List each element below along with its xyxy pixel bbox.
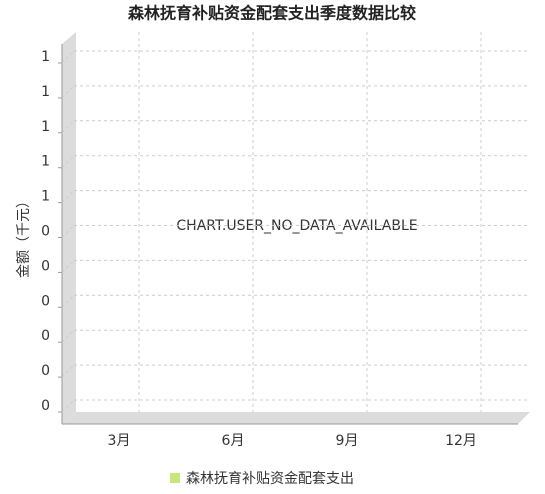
y-tick-label: 0 (41, 224, 50, 240)
y-tick-label: 1 (41, 119, 50, 135)
legend-label: 森林抚育补贴资金配套支出 (186, 471, 354, 487)
y-tick-label: 1 (41, 84, 50, 100)
x-tick-label: 12月 (445, 433, 477, 449)
floor (62, 412, 530, 424)
y-tick-label: 0 (41, 258, 50, 274)
y-tick-label: 0 (41, 398, 50, 414)
grid-line (61, 190, 75, 203)
grid-line (61, 50, 75, 64)
grid-line (61, 260, 75, 273)
y-tick-label: 0 (41, 293, 50, 309)
x-tick-label: 6月 (222, 433, 245, 449)
y-tick-label: 0 (41, 363, 50, 379)
y-tick-label: 1 (41, 154, 50, 170)
grid-line (61, 225, 75, 238)
x-tick-label: 9月 (336, 433, 359, 449)
grid-line (61, 120, 75, 134)
grid-line (61, 85, 75, 99)
grid-line (61, 329, 75, 343)
y-tick-label: 1 (41, 189, 50, 205)
y-axis-label: 金额（千元） (16, 194, 32, 278)
chart-title: 森林抚育补贴资金配套支出季度数据比较 (128, 4, 416, 23)
y-tick-label: 0 (41, 328, 50, 344)
grid-line (61, 364, 75, 378)
grid-line (61, 399, 75, 413)
grid-line (61, 294, 75, 308)
legend-swatch (170, 473, 180, 483)
grid-line (61, 155, 75, 169)
y-tick-label: 1 (41, 49, 50, 65)
x-tick-label: 3月 (108, 433, 131, 449)
left-wall (62, 32, 76, 424)
